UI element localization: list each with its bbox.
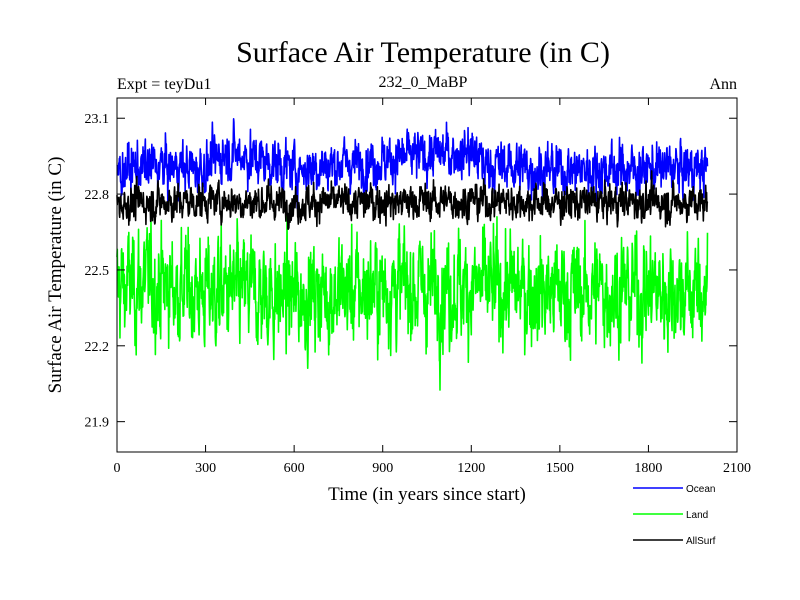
y-tick-label: 21.9 bbox=[85, 416, 110, 431]
experiment-label: Expt = teyDu1 bbox=[117, 76, 211, 93]
legend-label-allsurf: AllSurf bbox=[686, 536, 716, 547]
plot-frame bbox=[116, 97, 738, 453]
y-tick-label: 22.2 bbox=[85, 340, 110, 355]
legend: Ocean Land AllSurf bbox=[633, 484, 716, 547]
plot-lines bbox=[116, 117, 709, 391]
x-axis: 0 300 600 900 1200 1500 1800 2100 bbox=[114, 98, 751, 476]
y-axis-label: Surface Air Temperature (in C) bbox=[45, 157, 66, 394]
x-axis-label: Time (in years since start) bbox=[328, 484, 526, 505]
y-tick-label: 22.5 bbox=[85, 264, 110, 279]
legend-label-ocean: Ocean bbox=[686, 484, 715, 495]
x-tick-label: 1800 bbox=[634, 461, 662, 476]
x-tick-label: 300 bbox=[195, 461, 216, 476]
x-tick-label: 900 bbox=[372, 461, 393, 476]
period-label: 232_0_MaBP bbox=[379, 74, 468, 91]
y-tick-label: 23.1 bbox=[85, 112, 110, 127]
y-axis: 21.9 22.2 22.5 22.8 23.1 bbox=[85, 112, 737, 431]
x-tick-label: 1200 bbox=[457, 461, 485, 476]
series-line-ocean bbox=[116, 117, 709, 209]
x-tick-label: 0 bbox=[114, 461, 121, 476]
x-tick-label: 2100 bbox=[723, 461, 751, 476]
series-line-allsurf bbox=[116, 170, 709, 230]
y-tick-label: 22.8 bbox=[85, 188, 110, 203]
x-tick-label: 1500 bbox=[546, 461, 574, 476]
chart-title: Surface Air Temperature (in C) bbox=[236, 36, 610, 69]
season-label: Ann bbox=[709, 76, 737, 93]
series-line-land bbox=[116, 214, 709, 391]
legend-label-land: Land bbox=[686, 510, 708, 521]
x-tick-label: 600 bbox=[284, 461, 305, 476]
